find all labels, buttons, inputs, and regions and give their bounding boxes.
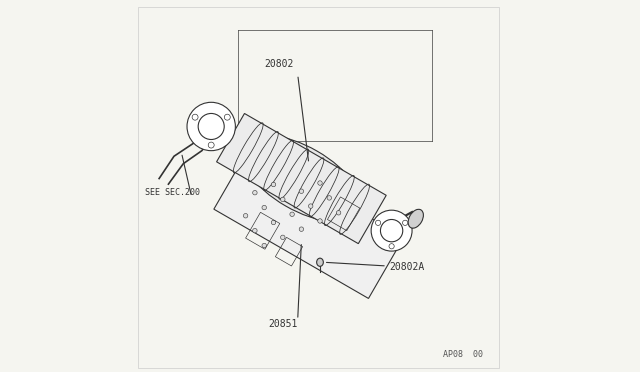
Ellipse shape <box>243 214 248 218</box>
Ellipse shape <box>271 182 276 187</box>
Ellipse shape <box>371 210 412 251</box>
Ellipse shape <box>262 205 266 210</box>
Ellipse shape <box>271 220 276 225</box>
Ellipse shape <box>208 142 214 148</box>
Ellipse shape <box>290 212 294 217</box>
Ellipse shape <box>299 189 303 193</box>
Polygon shape <box>214 148 404 298</box>
Ellipse shape <box>280 197 285 202</box>
Text: 20851: 20851 <box>268 319 298 329</box>
Ellipse shape <box>192 114 198 120</box>
Ellipse shape <box>241 135 362 222</box>
Ellipse shape <box>380 219 403 242</box>
Ellipse shape <box>187 102 236 151</box>
Ellipse shape <box>408 209 424 228</box>
Ellipse shape <box>389 244 394 249</box>
Text: 20802A: 20802A <box>389 262 424 272</box>
Ellipse shape <box>253 228 257 233</box>
Bar <box>328 197 360 231</box>
Polygon shape <box>216 113 386 244</box>
Ellipse shape <box>253 190 257 195</box>
Ellipse shape <box>327 196 332 200</box>
Text: AP08  00: AP08 00 <box>443 350 483 359</box>
Ellipse shape <box>318 181 322 185</box>
Text: SEE SEC.200: SEE SEC.200 <box>145 188 200 197</box>
Ellipse shape <box>308 204 313 208</box>
Ellipse shape <box>403 220 408 225</box>
Bar <box>275 237 303 266</box>
Ellipse shape <box>337 211 341 215</box>
Ellipse shape <box>318 219 322 223</box>
Ellipse shape <box>376 220 381 225</box>
Ellipse shape <box>280 235 285 240</box>
Ellipse shape <box>262 243 266 248</box>
Ellipse shape <box>225 114 230 120</box>
Ellipse shape <box>299 227 303 231</box>
Ellipse shape <box>317 258 323 266</box>
Ellipse shape <box>198 113 224 140</box>
Bar <box>246 212 280 249</box>
Text: 20802: 20802 <box>264 59 294 69</box>
